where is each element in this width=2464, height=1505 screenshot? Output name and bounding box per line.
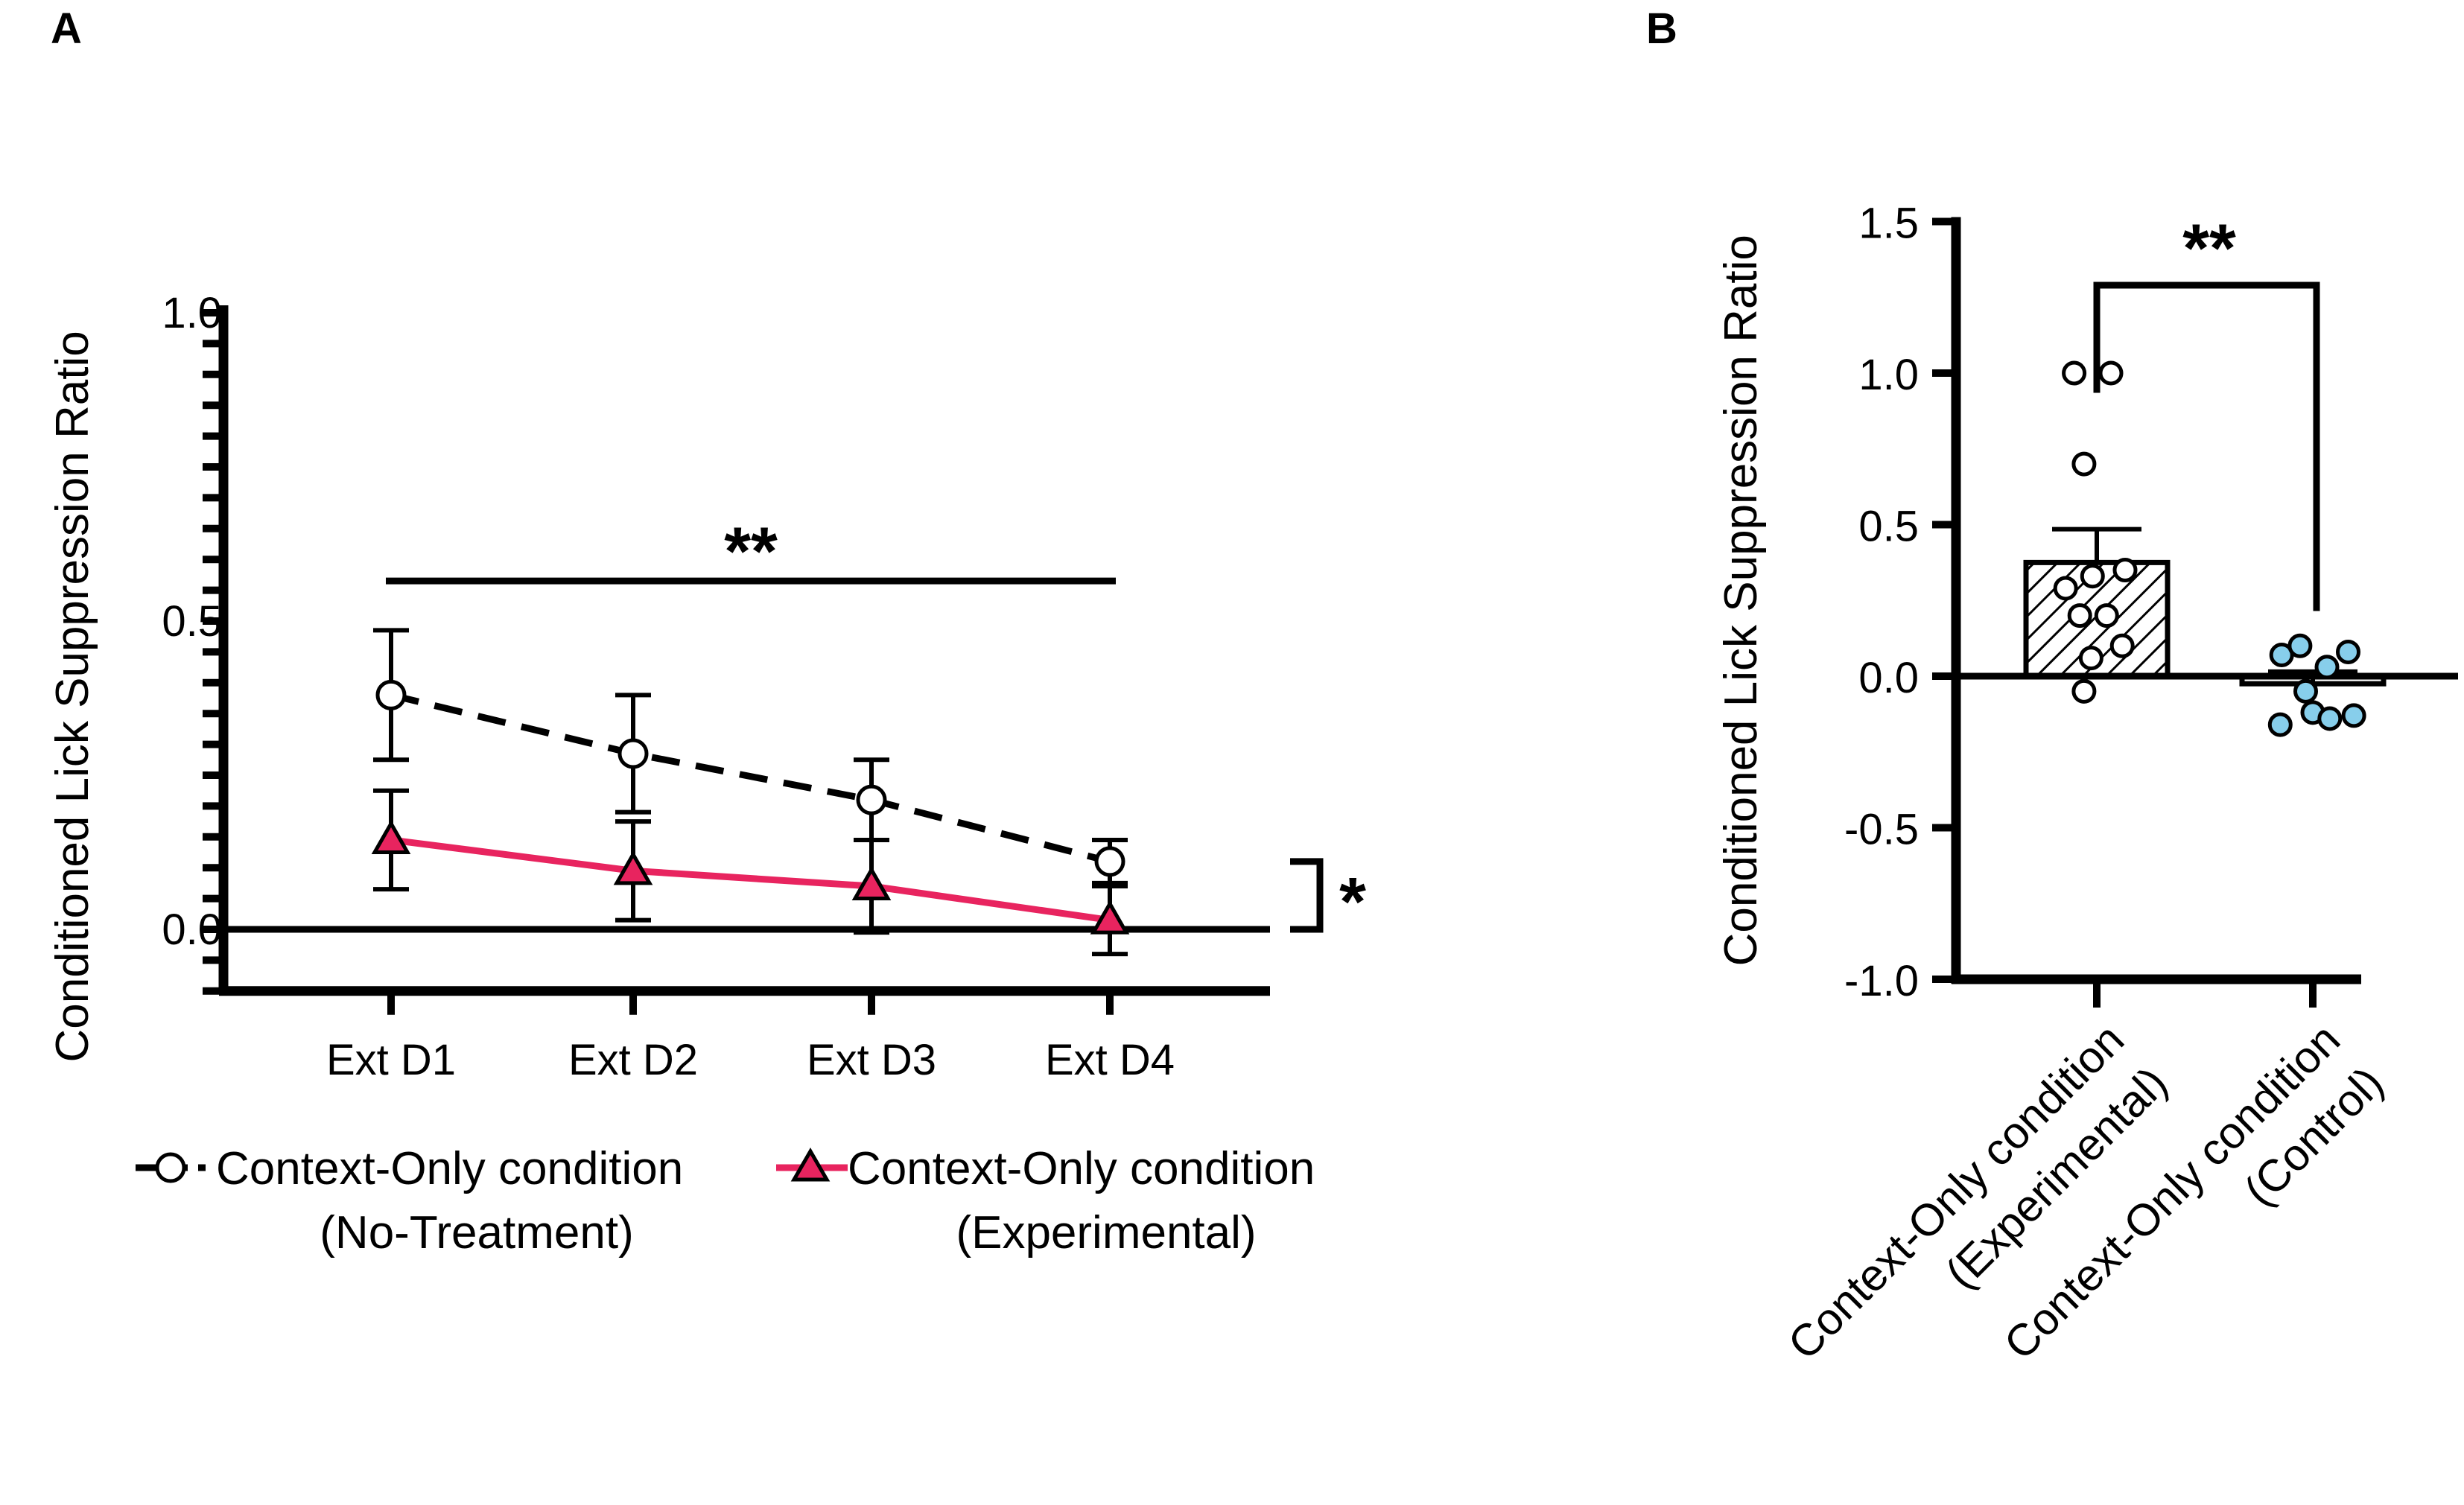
y-tick-label: 1.0 [1858,351,1919,399]
y-tick-label: -0.5 [1844,806,1919,854]
data-point-circle [375,679,407,710]
y-tick-label: 0.5 [1858,503,1919,551]
individual-data-point [2053,576,2078,601]
legend-marker-experimental [790,1148,831,1182]
significance-stars-groups: ** [2182,211,2236,287]
y-tick-label: 1.5 [1858,200,1919,248]
y-tick-label: -1.0 [1844,957,1919,1005]
legend-label-experimental-line1: Context-Only condition [848,1143,1315,1194]
data-point-circle [1094,846,1125,877]
individual-data-point [2112,558,2138,583]
y-axis-title: Conditioned Lick Suppression Ratio [1715,235,1767,966]
individual-data-point [2287,633,2313,658]
individual-data-point [2080,564,2105,589]
individual-data-point [2071,451,2097,477]
legend-label-no-treatment-line2: (No-Treatment) [320,1207,633,1259]
individual-data-point [2094,603,2119,629]
significance-stars-days: ** [724,514,778,590]
x-tick-label: Ext D3 [807,1036,936,1084]
data-point-triangle [371,819,411,854]
individual-data-point [2267,712,2293,737]
individual-data-point [2293,678,2318,704]
panel-a-legend: Context-Only condition (No-Treatment) Cont… [136,1143,1315,1259]
legend-label-experimental-line2: (Experimental) [956,1207,1256,1259]
individual-data-point [2062,360,2087,386]
x-tick-label: Ext D4 [1045,1036,1175,1084]
individual-data-point [2071,678,2097,704]
panel-a-line-chart: 0.0 0.5 1.0 Ext D1 Ext D2 Ext D3 Ext D4 Conditi… [47,289,1366,1084]
data-point-circle [856,784,887,815]
significance-bracket-groups [2093,281,2320,611]
data-point-triangle [613,850,653,885]
x-tick-label: Ext D2 [568,1036,698,1084]
individual-data-point [2078,646,2103,671]
individual-data-point [2109,633,2135,658]
significance-bracket-series [1290,858,1324,933]
y-tick-label: 0.0 [1858,654,1919,702]
x-tick-label: Ext D1 [326,1036,456,1084]
individual-data-point [2314,655,2340,680]
y-tick-label: 0.5 [162,597,222,646]
individual-data-point [2067,603,2092,629]
series-line [390,836,1111,924]
y-axis-title: Conditioned Lick Suppression Ratio [47,331,98,1062]
panel-letter-b: B [1646,4,1677,53]
y-tick-label: 0.0 [162,906,222,954]
data-point-triangle [1090,900,1130,935]
legend-marker-no-treatment [155,1152,186,1183]
individual-data-point [2336,639,2360,664]
individual-data-point [2098,360,2124,386]
series-line [390,691,1111,865]
individual-data-point [2317,706,2343,731]
data-point-triangle [851,866,892,901]
individual-data-point [2341,703,2366,728]
panel-b-bar-chart: 1.5 1.0 0.5 0.0 -0.5 -1.0 Conditioned Lick Sup… [1715,200,2458,1369]
panel-letter-a: A [51,4,82,53]
data-point-circle [617,738,649,769]
significance-star-series: * [1339,864,1366,940]
y-tick-label: 1.0 [162,289,222,337]
legend-label-no-treatment-line1: Context-Only condition [216,1143,683,1194]
